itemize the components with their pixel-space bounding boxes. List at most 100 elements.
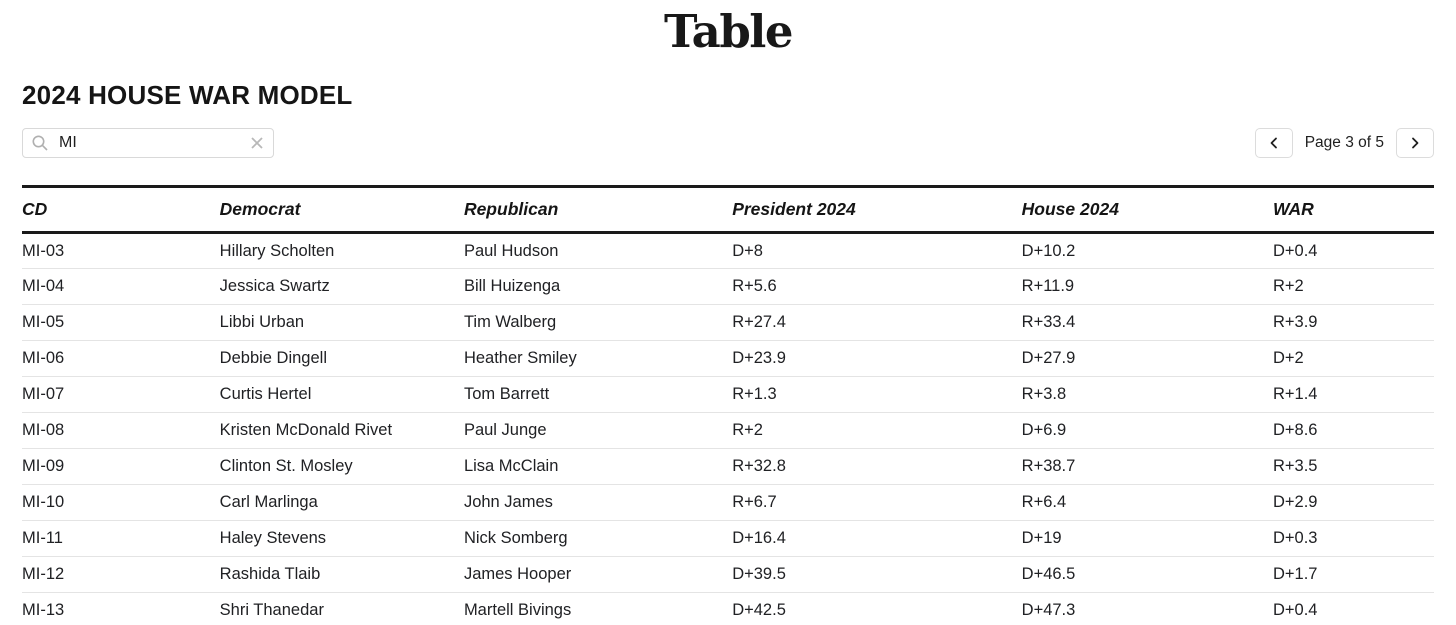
table-header-row: CD Democrat Republican President 2024 House … [22,186,1434,233]
cell-president-2024: D+23.9 [732,340,1022,377]
cell-president-2024: R+2 [732,412,1022,449]
table-row: MI-11 Haley Stevens Nick Somberg D+16.4 D+19… [22,520,1434,557]
cell-war: R+3.5 [1272,448,1434,485]
cell-house-2024: D+47.3 [1021,592,1273,625]
cell-president-2024: D+42.5 [732,592,1022,625]
cell-cd: MI-05 [22,304,220,341]
cell-democrat: Clinton St. Mosley [219,448,464,485]
cell-president-2024: D+39.5 [732,556,1022,593]
cell-house-2024: D+27.9 [1021,340,1273,377]
cell-house-2024: R+33.4 [1021,304,1273,341]
clear-search-icon[interactable] [248,134,266,152]
chevron-left-icon [1270,137,1277,149]
search-box [22,128,274,158]
cell-democrat: Debbie Dingell [219,340,464,377]
cell-war: D+0.4 [1272,592,1434,625]
cell-president-2024: R+6.7 [732,484,1022,521]
pagination: Page 3 of 5 [1254,128,1434,158]
cell-cd: MI-07 [22,376,220,413]
cell-president-2024: R+32.8 [732,448,1022,485]
cell-house-2024: D+46.5 [1021,556,1273,593]
cell-democrat: Libbi Urban [219,304,464,341]
table-row: MI-13 Shri Thanedar Martell Bivings D+42.5 D… [22,592,1434,625]
table-row: MI-08 Kristen McDonald Rivet Paul Junge R+2… [22,412,1434,449]
cell-democrat: Carl Marlinga [219,484,464,521]
cell-house-2024: R+11.9 [1021,268,1273,305]
cell-house-2024: D+10.2 [1021,232,1273,269]
cell-president-2024: R+27.4 [732,304,1022,341]
cell-cd: MI-11 [22,520,220,557]
cell-republican: Tom Barrett [463,376,733,413]
cell-democrat: Kristen McDonald Rivet [219,412,464,449]
cell-house-2024: R+6.4 [1021,484,1273,521]
column-header-cd: CD [22,199,48,219]
cell-republican: James Hooper [463,556,733,593]
table-row: MI-05 Libbi Urban Tim Walberg R+27.4 R+33.4 R… [22,304,1434,341]
cell-democrat: Jessica Swartz [219,268,464,305]
cell-cd: MI-12 [22,556,220,593]
cell-republican: John James [463,484,733,521]
cell-cd: MI-03 [22,232,220,269]
cell-war: D+0.3 [1272,520,1434,557]
cell-house-2024: R+3.8 [1021,376,1273,413]
data-table: CD Democrat Republican President 2024 House … [22,185,1434,625]
cell-president-2024: D+8 [732,232,1022,269]
cell-cd: MI-08 [22,412,220,449]
column-header-democrat: Democrat [219,199,301,219]
cell-war: D+2 [1272,340,1434,377]
cell-house-2024: D+19 [1021,520,1273,557]
cell-republican: Martell Bivings [463,592,733,625]
page-title: 2024 HOUSE WAR MODEL [22,80,353,110]
cell-war: R+2 [1272,268,1434,305]
cell-republican: Paul Hudson [463,232,733,269]
cell-democrat: Haley Stevens [219,520,464,557]
cell-war: D+8.6 [1272,412,1434,449]
cell-republican: Heather Smiley [463,340,733,377]
cell-war: R+3.9 [1272,304,1434,341]
publication-logo: Table [663,5,794,58]
chevron-right-icon [1412,137,1419,149]
table-body: MI-03 Hillary Scholten Paul Hudson D+8 D+10.… [22,232,1434,625]
toolbar: Page 3 of 5 [22,128,1434,158]
cell-cd: MI-10 [22,484,220,521]
table-row: MI-06 Debbie Dingell Heather Smiley D+23.9 D… [22,340,1434,377]
column-header-war: WAR [1272,199,1314,219]
cell-democrat: Hillary Scholten [219,232,464,269]
table-row: MI-10 Carl Marlinga John James R+6.7 R+6.4 D+… [22,484,1434,521]
cell-republican: Bill Huizenga [463,268,733,305]
cell-president-2024: R+5.6 [732,268,1022,305]
cell-house-2024: R+38.7 [1021,448,1273,485]
cell-democrat: Shri Thanedar [219,592,464,625]
cell-president-2024: R+1.3 [732,376,1022,413]
cell-democrat: Rashida Tlaib [219,556,464,593]
cell-cd: MI-04 [22,268,220,305]
cell-republican: Paul Junge [463,412,733,449]
column-header-house-2024: House 2024 [1021,199,1119,219]
table-row: MI-12 Rashida Tlaib James Hooper D+39.5 D+46… [22,556,1434,593]
column-header-republican: Republican [463,199,559,219]
cell-war: D+1.7 [1272,556,1434,593]
cell-war: R+1.4 [1272,376,1434,413]
cell-republican: Nick Somberg [463,520,733,557]
next-page-button[interactable] [1396,128,1434,158]
table-row: MI-09 Clinton St. Mosley Lisa McClain R+32.… [22,448,1434,485]
table-row: MI-04 Jessica Swartz Bill Huizenga R+5.6 R+1… [22,268,1434,305]
cell-republican: Lisa McClain [463,448,733,485]
column-header-president-2024: President 2024 [732,199,856,219]
table-row: MI-07 Curtis Hertel Tom Barrett R+1.3 R+3.8 R… [22,376,1434,413]
table-row: MI-03 Hillary Scholten Paul Hudson D+8 D+10.… [22,232,1434,269]
masthead: Table [0,0,1456,58]
cell-cd: MI-13 [22,592,220,625]
cell-house-2024: D+6.9 [1021,412,1273,449]
page-indicator: Page 3 of 5 [1304,134,1384,151]
search-input[interactable] [22,128,274,158]
data-table-container: CD Democrat Republican President 2024 House … [22,185,1434,625]
cell-cd: MI-09 [22,448,220,485]
cell-war: D+2.9 [1272,484,1434,521]
previous-page-button[interactable] [1254,128,1293,158]
cell-cd: MI-06 [22,340,220,377]
cell-republican: Tim Walberg [463,304,733,341]
cell-democrat: Curtis Hertel [219,376,464,413]
cell-war: D+0.4 [1272,232,1434,269]
cell-president-2024: D+16.4 [732,520,1022,557]
